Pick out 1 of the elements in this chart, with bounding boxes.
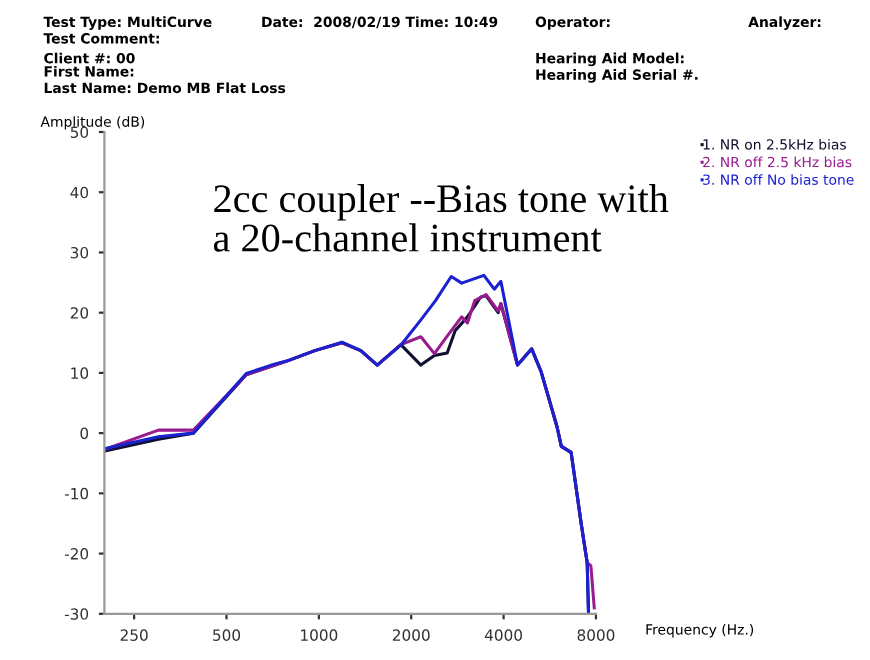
text: 2cc coupler --Bias tone with a 20-channel instrument [213, 184, 669, 252]
